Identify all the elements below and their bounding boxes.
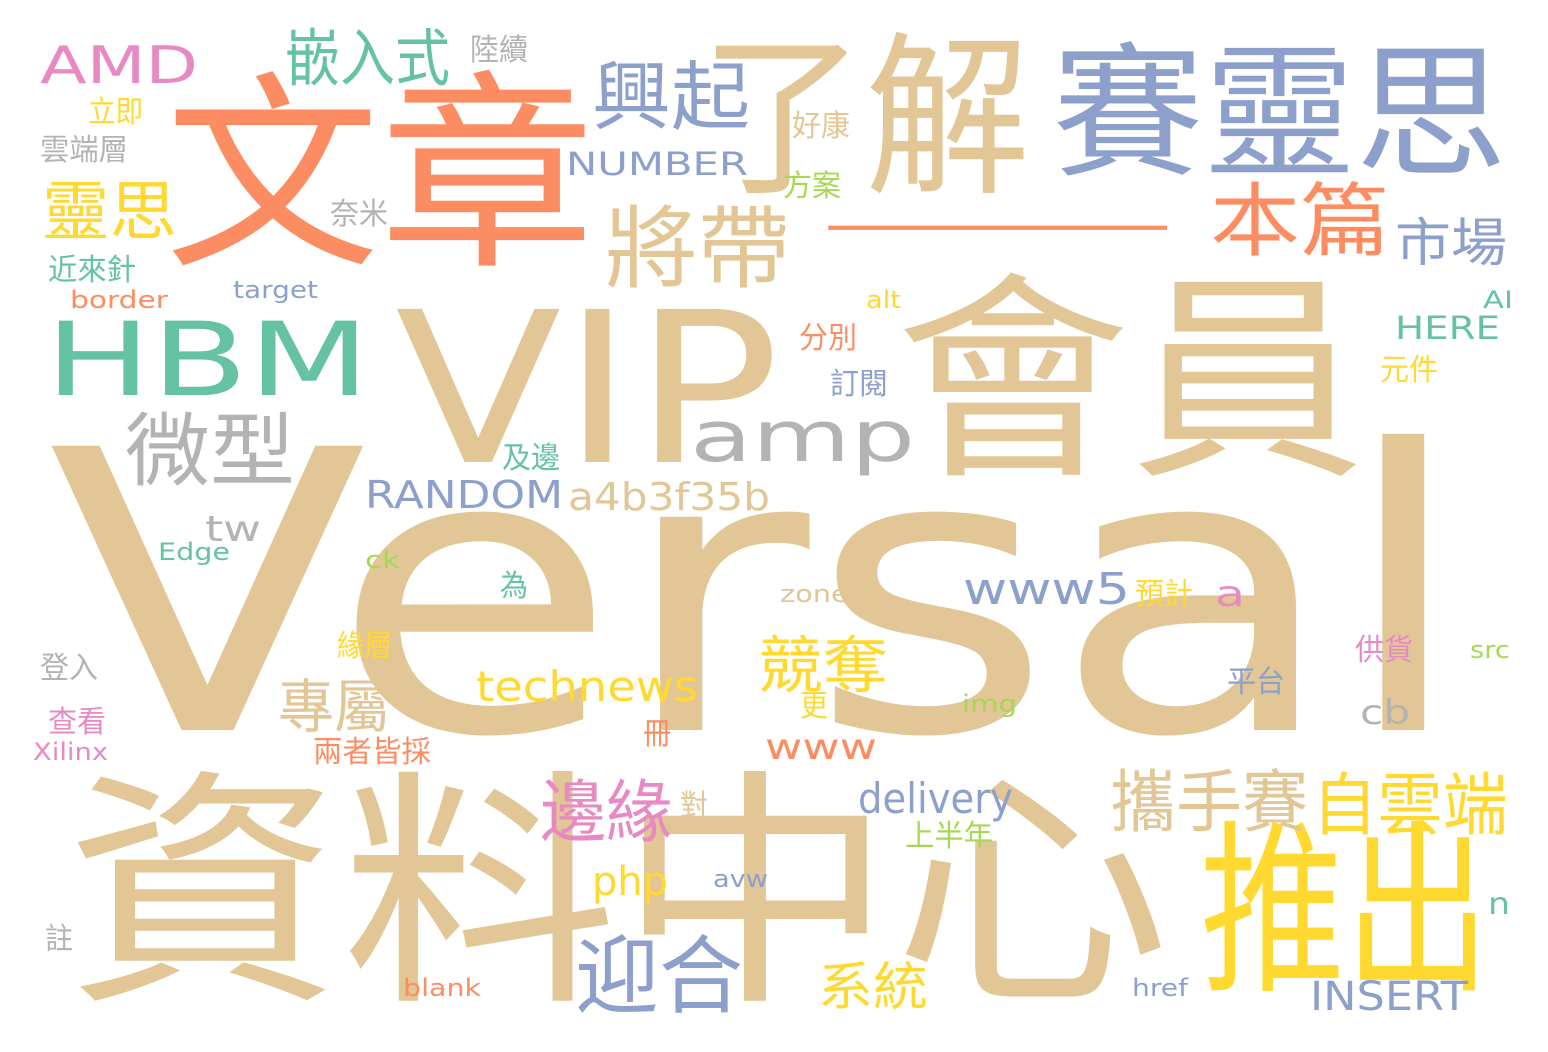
word-lingsi: 靈思 xyxy=(42,175,177,250)
word-cloud-layer: 雲端層 xyxy=(40,133,129,168)
word-amd: AMD xyxy=(40,36,199,96)
word-border: border xyxy=(70,286,168,314)
word-href: href xyxy=(1132,974,1189,1002)
word-data-center: 資料中心 xyxy=(65,749,1170,1040)
word-target: target xyxy=(233,276,318,304)
word-www: www xyxy=(765,727,878,768)
word-tw: tw xyxy=(205,509,261,550)
word-pair: 對 xyxy=(680,789,708,824)
word-one: 一 xyxy=(812,201,1182,261)
word-first-half: 上半年 xyxy=(905,819,994,854)
word-cater: 迎合 xyxy=(575,928,743,1027)
word-benefit: 好康 xyxy=(792,109,851,144)
word-cb: cb xyxy=(1360,693,1411,733)
word-and-edge: 及邊 xyxy=(502,441,561,476)
word-zoneid: zoneid xyxy=(780,580,875,608)
word-ck: ck xyxy=(365,546,400,574)
word-both-adopt: 兩者皆採 xyxy=(313,735,431,770)
word-for: 為 xyxy=(500,569,528,604)
word-successively: 陸續 xyxy=(470,33,529,68)
word-component: 元件 xyxy=(1380,353,1439,388)
word-n: n xyxy=(1488,887,1510,922)
word-src: src xyxy=(1470,636,1510,664)
word-expected: 預計 xyxy=(1135,577,1194,612)
word-number: NUMBER xyxy=(566,145,748,183)
word-exclusive: 專屬 xyxy=(278,673,391,741)
word-www5: www5 xyxy=(963,564,1131,615)
word-view: 查看 xyxy=(48,705,107,740)
word-edge-zh: 邊緣 xyxy=(540,774,673,853)
word-partner: 攜手賽 xyxy=(1110,764,1308,843)
word-edge: Edge xyxy=(158,538,230,566)
word-img: img xyxy=(962,690,1017,718)
word-versal: Versal xyxy=(48,368,1468,822)
word-vip: VIP xyxy=(395,267,780,512)
word-market: 市場 xyxy=(1395,214,1508,274)
word-micro: 微型 xyxy=(125,405,295,498)
word-xilinx-zh: 賽靈思 xyxy=(1052,30,1508,199)
word-blank: blank xyxy=(403,974,482,1002)
word-delivery: delivery xyxy=(858,774,1013,823)
word-random: RANDOM xyxy=(365,473,563,517)
word-launch: 推出 xyxy=(1200,804,1491,1020)
word-will-bring: 將帶 xyxy=(605,197,791,302)
word-subscribe: 訂閱 xyxy=(830,367,889,402)
word-supply: 供貨 xyxy=(1355,633,1414,668)
word-platform: 平台 xyxy=(1227,665,1286,700)
word-article: 文章 xyxy=(165,54,596,299)
word-amp: amp xyxy=(690,396,916,478)
word-understand: 了解 xyxy=(700,18,1031,221)
word-nano: 奈米 xyxy=(330,197,389,232)
word-system: 系統 xyxy=(818,958,928,1018)
word-xilinx: Xilinx xyxy=(33,738,109,766)
word-login: 登入 xyxy=(40,651,99,686)
word-plan: 方案 xyxy=(783,169,842,204)
word-php: php xyxy=(592,859,669,905)
word-a: a xyxy=(1215,574,1246,615)
word-member: 會員 xyxy=(895,254,1365,510)
word-compete: 競奪 xyxy=(758,629,889,702)
word-note: 註 xyxy=(45,922,73,957)
word-hash: a4b3f35b xyxy=(568,475,771,519)
word-more: 更 xyxy=(800,689,828,724)
word-rise: 興起 xyxy=(592,53,750,141)
word-immediately: 立即 xyxy=(88,95,144,130)
word-here: HERE xyxy=(1395,309,1501,347)
word-volume: 冊 xyxy=(643,717,671,752)
word-insert: INSERT xyxy=(1310,974,1468,1020)
word-from-cloud: 自雲端 xyxy=(1312,767,1508,846)
word-technews: technews xyxy=(476,662,698,711)
word-embedded: 嵌入式 xyxy=(285,22,450,95)
word-alt: alt xyxy=(866,286,902,314)
word-ai: AI xyxy=(1483,286,1514,314)
word-hbm: HBM xyxy=(45,301,370,420)
word-this-article: 本篇 xyxy=(1210,175,1390,268)
word-avw: avw xyxy=(713,865,768,893)
word-recently: 近來針 xyxy=(48,253,137,288)
word-respectively: 分別 xyxy=(799,321,858,356)
word-edge-layer: 緣層 xyxy=(337,629,393,664)
